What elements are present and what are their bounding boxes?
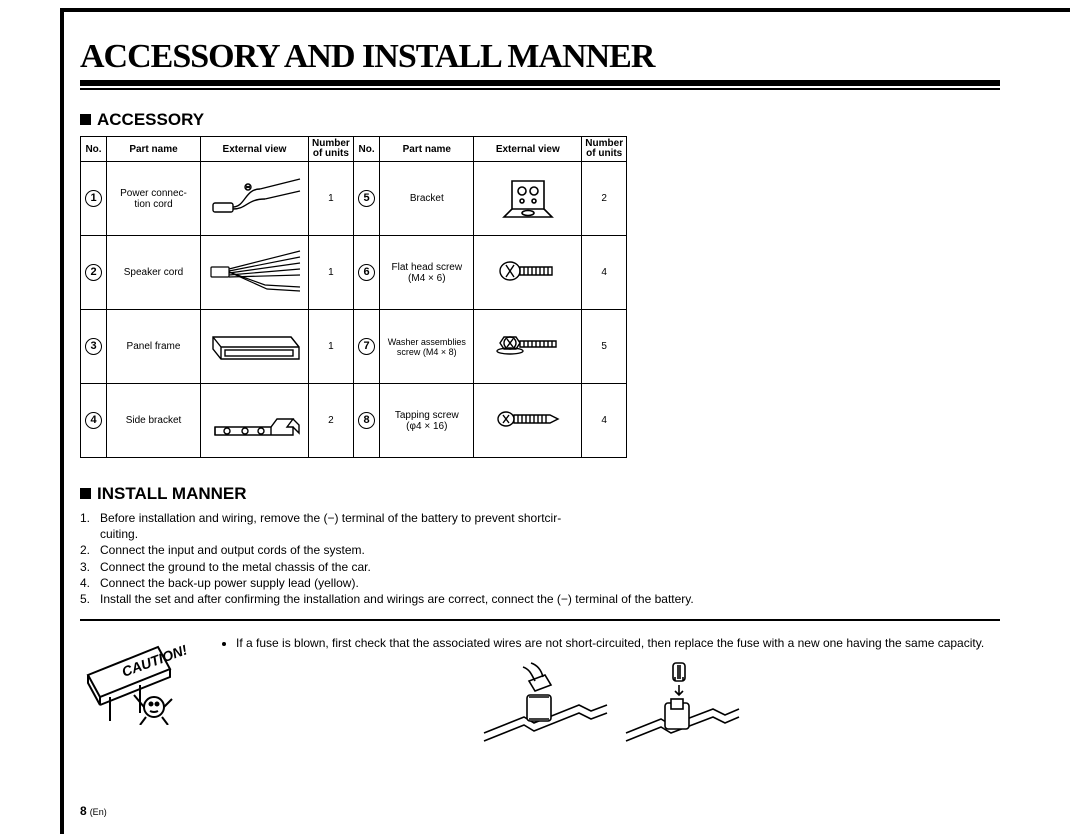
fuse-remove-icon	[479, 661, 609, 756]
part-name-cell: Speaker cord	[107, 236, 201, 310]
part-name-cell: Flat head screw (M4 × 6)	[380, 236, 474, 310]
col-part-name: Part name	[107, 137, 201, 162]
page-title: ACCESSORY AND INSTALL MANNER	[80, 38, 1000, 86]
col-no: No.	[81, 137, 107, 162]
qty-cell: 1	[309, 236, 354, 310]
speaker-cord-icon	[205, 243, 305, 299]
external-view-cell	[201, 310, 309, 384]
panel-frame-icon	[205, 317, 305, 373]
external-view-cell	[201, 236, 309, 310]
row-number-icon: 3	[85, 338, 102, 355]
install-heading-text: INSTALL MANNER	[97, 484, 247, 503]
step-text: Connect the input and output cords of th…	[100, 542, 1000, 558]
tapping-screw-icon	[478, 391, 578, 447]
table-row: 2 Speaker cord 1	[81, 236, 354, 310]
table-row: 3 Panel frame 1	[81, 310, 354, 384]
table-row: 8 Tapping screw (φ4 × 16) 4	[354, 384, 627, 458]
square-bullet-icon	[80, 114, 91, 125]
step-text: Connect the back-up power supply lead (y…	[100, 575, 1000, 591]
part-name-cell: Side bracket	[107, 384, 201, 458]
external-view-cell	[474, 310, 582, 384]
page-border-top	[60, 8, 1070, 12]
step-text: Install the set and after confirming the…	[100, 591, 1000, 607]
qty-cell: 4	[582, 384, 627, 458]
table-row: 1 Power connec- tion cord 1	[81, 162, 354, 236]
part-name-cell: Power connec- tion cord	[107, 162, 201, 236]
side-bracket-icon	[205, 391, 305, 447]
page-lang: (En)	[90, 807, 107, 817]
table-row: 6 Flat head screw (M4 × 6) 4	[354, 236, 627, 310]
row-number-icon: 7	[358, 338, 375, 355]
caution-text: If a fuse is blown, first check that the…	[236, 635, 1000, 651]
table-row: 7 Washer assemblies screw (M4 × 8)	[354, 310, 627, 384]
row-number-icon: 6	[358, 264, 375, 281]
table-row: 5 Bracket 2	[354, 162, 627, 236]
col-no: No.	[354, 137, 380, 162]
row-number-icon: 2	[85, 264, 102, 281]
list-item: 5.Install the set and after confirming t…	[80, 591, 1000, 607]
row-number-icon: 5	[358, 190, 375, 207]
part-name-cell: Washer assemblies screw (M4 × 8)	[380, 310, 474, 384]
external-view-cell	[474, 162, 582, 236]
step-text: Before installation and wiring, remove t…	[100, 510, 1000, 542]
external-view-cell	[474, 384, 582, 458]
qty-cell: 4	[582, 236, 627, 310]
table-header-row: No. Part name External view Number of un…	[354, 137, 627, 162]
qty-cell: 5	[582, 310, 627, 384]
list-item: 3.Connect the ground to the metal chassi…	[80, 559, 1000, 575]
power-cord-icon	[205, 169, 305, 225]
row-number-icon: 8	[358, 412, 375, 429]
list-item: 2.Connect the input and output cords of …	[80, 542, 1000, 558]
qty-cell: 1	[309, 310, 354, 384]
col-number-units: Number of units	[582, 137, 627, 162]
accessory-heading-text: ACCESSORY	[97, 110, 204, 129]
part-name-cell: Tapping screw (φ4 × 16)	[380, 384, 474, 458]
col-part-name: Part name	[380, 137, 474, 162]
caution-sign-icon: CAUTION!	[80, 635, 190, 725]
col-external-view: External view	[474, 137, 582, 162]
manual-page: ACCESSORY AND INSTALL MANNER ACCESSORY N…	[0, 0, 1080, 834]
caution-text-block: If a fuse is blown, first check that the…	[220, 635, 1000, 756]
part-name-cell: Bracket	[380, 162, 474, 236]
part-name-cell: Panel frame	[107, 310, 201, 384]
table-row: 4 Side bracket 2	[81, 384, 354, 458]
list-item: 1.Before installation and wiring, remove…	[80, 510, 1000, 542]
section-divider	[80, 619, 1000, 621]
accessory-table: No. Part name External view Number of un…	[80, 136, 1000, 458]
page-border-left	[60, 8, 64, 834]
external-view-cell	[201, 162, 309, 236]
page-number: 8	[80, 804, 87, 818]
square-bullet-icon	[80, 488, 91, 499]
col-number-units: Number of units	[309, 137, 354, 162]
fuse-diagram	[220, 661, 1000, 756]
caution-section: CAUTION! If a fuse is blown, first check…	[80, 635, 1000, 756]
table-header-row: No. Part name External view Number of un…	[81, 137, 354, 162]
external-view-cell	[474, 236, 582, 310]
qty-cell: 2	[582, 162, 627, 236]
external-view-cell	[201, 384, 309, 458]
accessory-table-left: No. Part name External view Number of un…	[80, 136, 354, 458]
title-rule	[80, 88, 1000, 90]
col-external-view: External view	[201, 137, 309, 162]
fuse-insert-icon	[621, 661, 741, 756]
flat-head-screw-icon	[478, 243, 578, 299]
page-footer: 8(En)	[80, 804, 107, 818]
install-steps-list: 1.Before installation and wiring, remove…	[80, 510, 1000, 607]
bracket-icon	[478, 169, 578, 225]
row-number-icon: 4	[85, 412, 102, 429]
washer-screw-icon	[478, 317, 578, 373]
accessory-table-right: No. Part name External view Number of un…	[354, 136, 627, 458]
accessory-heading: ACCESSORY	[80, 110, 1000, 130]
install-heading: INSTALL MANNER	[80, 484, 1000, 504]
list-item: 4.Connect the back-up power supply lead …	[80, 575, 1000, 591]
step-text: Connect the ground to the metal chassis …	[100, 559, 1000, 575]
qty-cell: 2	[309, 384, 354, 458]
row-number-icon: 1	[85, 190, 102, 207]
qty-cell: 1	[309, 162, 354, 236]
